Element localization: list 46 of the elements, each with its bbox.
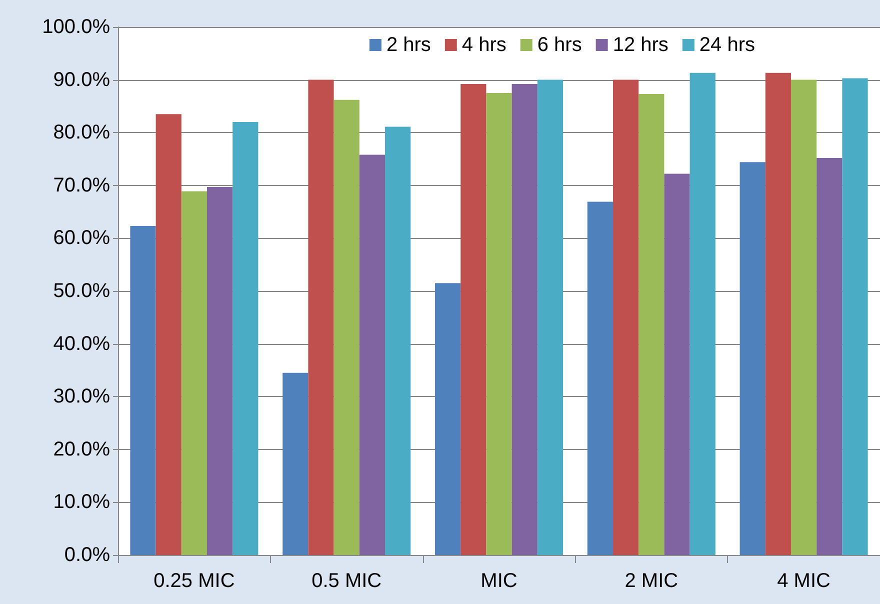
y-tick-label: 10.0%	[53, 491, 110, 514]
bar	[612, 80, 639, 555]
legend-label: 2 hrs	[386, 34, 431, 56]
bar	[587, 202, 613, 555]
y-tick-label: 70.0%	[53, 174, 110, 196]
y-tick-label: 40.0%	[53, 332, 110, 355]
legend-label: 4 hrs	[462, 34, 506, 56]
bar	[664, 174, 690, 555]
x-tick-label: MIC	[480, 570, 518, 592]
legend-label: 6 hrs	[537, 34, 582, 56]
bar	[282, 372, 308, 555]
bar	[486, 93, 512, 555]
bar	[359, 154, 386, 555]
bar	[765, 72, 791, 555]
y-tick-label: 90.0%	[53, 68, 110, 91]
bar	[791, 80, 817, 555]
y-tick-label: 20.0%	[53, 438, 110, 460]
legend-label: 24 hrs	[699, 34, 756, 56]
bar	[334, 100, 360, 555]
x-tick-label: 4 MIC	[777, 570, 830, 592]
x-tick-label: 2 MIC	[624, 570, 678, 592]
bar	[816, 158, 842, 555]
bar	[207, 186, 233, 555]
bar	[181, 191, 207, 555]
bar	[690, 72, 716, 555]
bar	[512, 84, 538, 555]
legend-label: 12 hrs	[612, 34, 668, 56]
y-tick-label: 60.0%	[53, 227, 110, 250]
y-tick-label: 100.0%	[42, 16, 110, 38]
x-tick-label: 0.25 MIC	[154, 570, 235, 592]
y-tick-label: 30.0%	[53, 386, 110, 408]
bar	[156, 114, 182, 555]
x-tick-label: 0.5 MIC	[312, 570, 382, 592]
bar	[232, 122, 258, 555]
bar	[842, 78, 868, 555]
bar	[740, 162, 766, 555]
bar	[434, 283, 461, 555]
bar	[130, 226, 156, 555]
y-tick-label: 0.0%	[64, 544, 110, 566]
y-tick-label: 80.0%	[53, 122, 110, 144]
bar	[537, 80, 564, 555]
bar	[308, 80, 334, 555]
bar	[385, 126, 411, 555]
bar	[460, 84, 486, 555]
y-tick-label: 50.0%	[53, 280, 110, 302]
bar	[638, 94, 664, 555]
